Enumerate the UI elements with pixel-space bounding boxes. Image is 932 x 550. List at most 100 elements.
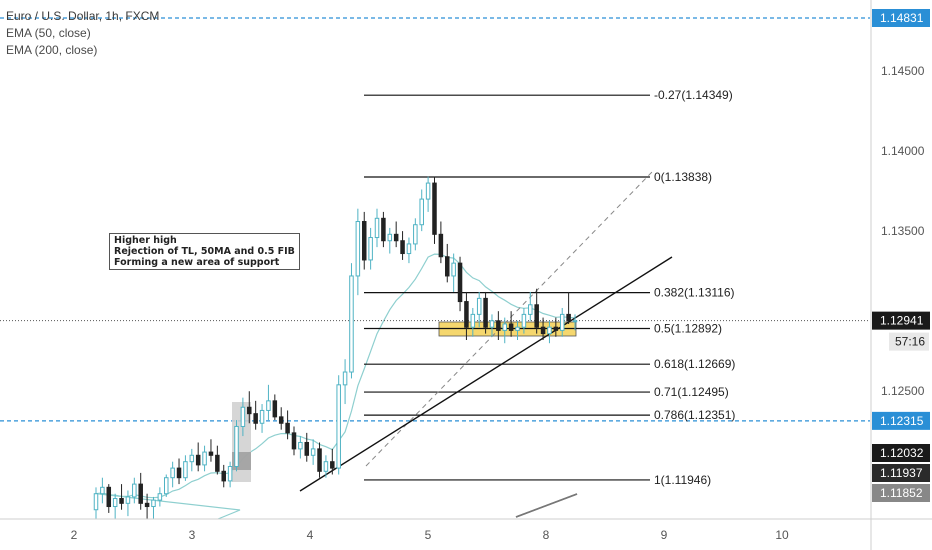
x-tick-label: 10 [775,528,789,542]
candle-body [572,320,578,323]
countdown-text: 57:16 [895,335,925,349]
candle-body [330,461,335,469]
candle-body [489,320,495,328]
y-tick-label: 1.13500 [881,224,925,238]
trendline-small[interactable] [515,493,578,518]
trendline[interactable] [299,256,673,492]
candle-body [521,313,527,328]
candle-body [413,224,418,245]
candle-body [234,425,239,467]
candle-body [278,416,284,424]
legend-symbol[interactable]: Euro / U.S. Dollar, 1h, FXCM [6,9,160,23]
price-label-bg [872,311,930,330]
candle-body [432,182,437,235]
candle-body [540,326,546,335]
candle-body [291,432,297,450]
candle-body [470,313,476,328]
fib-level-label: 0(1.13838) [654,170,712,184]
candle-body [387,233,393,242]
y-tick-label: 1.14000 [881,144,925,158]
price-label-bg [872,444,930,462]
note-line-3: Forming a new area of support [114,257,280,268]
candle-body [361,221,367,261]
candle-body [170,467,175,479]
candle-body [559,313,565,331]
note-line-2: Rejection of TL, 50MA and 0.5 FIB [114,246,295,257]
candle-body [106,486,112,508]
fib-retracement[interactable]: -0.27(1.14349) 0(1.13838) 0.382(1.13116) 0.… [364,88,735,487]
candle-body [406,243,412,255]
fib-level-label: 0.71(1.12495) [654,385,729,399]
candle-body [221,470,226,482]
candle-body [215,454,220,472]
candle-body [272,400,278,418]
candle-body [451,262,456,277]
candle-body [374,217,380,239]
candle-body [528,304,533,315]
candle-body [189,454,195,463]
price-label-bg [872,9,930,27]
candle-body [464,301,469,328]
candle-body [368,237,373,261]
candle-body [547,326,552,335]
candle-body [157,493,163,501]
fib-level-label: -0.27(1.14349) [654,88,733,102]
legend-ema200[interactable]: EMA (200, close) [6,43,98,57]
candle-body [508,323,514,331]
candle-body [195,454,201,466]
candle-body [227,465,233,482]
candle-body [202,451,207,466]
candle-body [502,323,508,331]
price-labels: 1.14831 1.12315 1.12941 57:16 1.12032 1.11937… [872,9,930,502]
candle-body [342,371,348,386]
candle-body [138,483,143,504]
annotation-note[interactable]: Higher high Rejection of TL, 50MA and 0.… [109,233,300,270]
countdown-bg [889,332,929,351]
candle-body [349,275,354,373]
x-tick-label: 3 [189,528,196,542]
candle-body [163,477,169,495]
candle-body [266,400,271,411]
candle-body [566,313,571,322]
legend-ema50[interactable]: EMA (50, close) [6,26,91,40]
candle-body [445,256,450,277]
candle-body [298,441,303,450]
candle-body [304,441,310,456]
y-tick-label: 1.14500 [881,64,925,78]
candle-body [176,467,182,479]
candle-body [496,320,501,331]
price-label-bg [872,484,930,502]
candle-body [323,461,329,472]
x-tick-label: 8 [543,528,550,542]
candle-body [425,182,431,200]
fib-level-label: 0.5(1.12892) [654,321,722,335]
fib-level-label: 0.382(1.13116) [654,286,735,300]
candle-body [393,233,399,242]
x-tick-label: 9 [661,528,668,542]
x-tick-label: 5 [425,528,432,542]
candle-body [112,498,118,508]
candle-body [100,486,105,495]
candle-body [240,406,246,427]
candle-body [259,409,265,424]
fib-level-label: 0.618(1.12669) [654,357,735,371]
price-label-text: 1.12941 [880,314,924,328]
y-axis-ticks: 1.14500 1.14000 1.13500 1.12500 [881,64,925,398]
candle-body [419,198,424,226]
candle-body [132,483,137,498]
candle-body [317,448,322,472]
candle-body [483,297,488,328]
candle-body [208,451,214,456]
candle-body [285,422,290,434]
candle-body [93,493,99,511]
candle-body [438,233,444,258]
fib-level-label: 0.786(1.12351) [654,408,735,422]
price-label-text: 1.12032 [880,446,924,460]
candle-body [476,297,482,315]
candle-body [183,461,188,479]
candle-body [381,217,386,242]
fib-level-label: 1(1.11946) [654,473,711,487]
candle-body [125,496,131,504]
candle-body [144,502,150,508]
